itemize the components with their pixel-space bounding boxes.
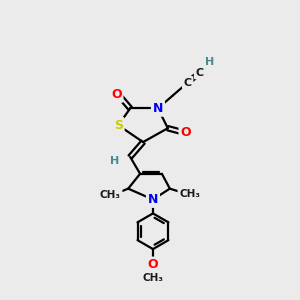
Text: O: O [148,258,158,272]
Text: C: C [196,68,204,78]
Text: O: O [180,126,191,139]
Text: O: O [111,88,122,101]
Text: H: H [205,57,214,67]
Text: CH₃: CH₃ [179,189,200,199]
Text: H: H [110,156,119,166]
Text: CH₃: CH₃ [142,273,164,283]
Text: C: C [184,78,192,88]
Text: S: S [114,119,123,132]
Text: N: N [148,193,158,206]
Text: N: N [153,102,163,115]
Text: CH₃: CH₃ [100,190,121,200]
